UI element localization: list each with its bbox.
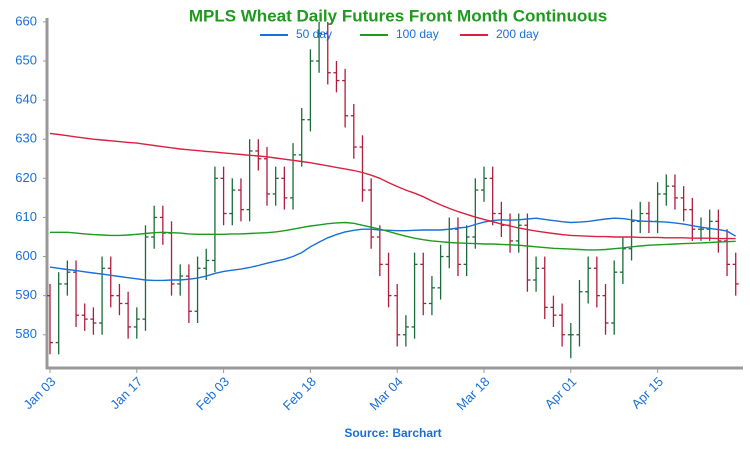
y-tick-label: 630	[15, 131, 37, 146]
y-tick-label: 600	[15, 248, 37, 263]
y-tick-label: 610	[15, 209, 37, 224]
y-tick-label: 660	[15, 13, 37, 28]
y-tick-label: 640	[15, 92, 37, 107]
y-tick-label: 620	[15, 170, 37, 185]
legend-label: 50 day	[296, 27, 332, 41]
y-tick-label: 590	[15, 287, 37, 302]
y-tick-label: 650	[15, 52, 37, 67]
moving-average-line	[49, 217, 737, 282]
legend-label: 200 day	[496, 27, 539, 41]
moving-average-line	[49, 132, 736, 240]
y-tick-label: 580	[15, 326, 37, 341]
chart-title: MPLS Wheat Daily Futures Front Month Con…	[189, 6, 607, 25]
moving-average-line	[50, 221, 736, 251]
source-note: Source: Barchart	[344, 426, 441, 440]
legend-label: 100 day	[396, 27, 439, 41]
